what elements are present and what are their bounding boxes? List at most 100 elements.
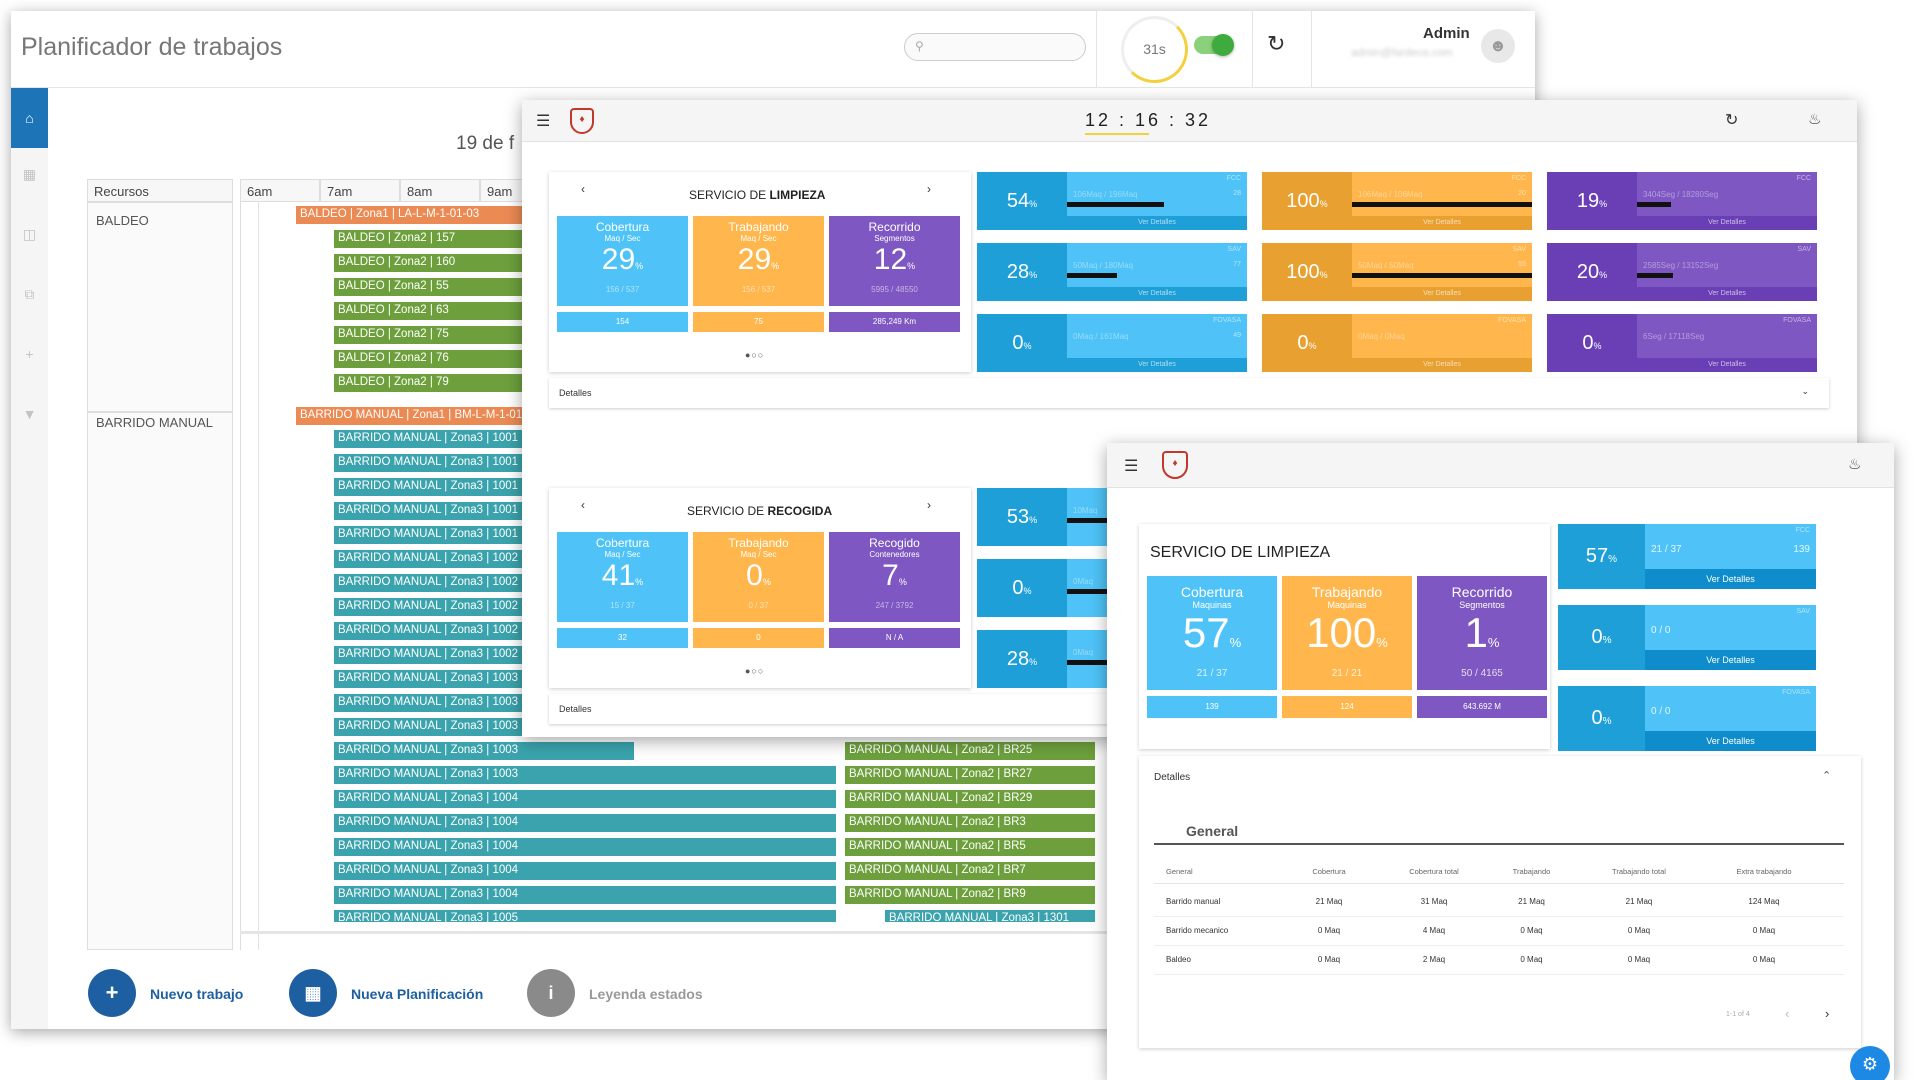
calendar-icon[interactable]: ▦ xyxy=(22,166,37,182)
kpi-progress xyxy=(1067,518,1107,523)
filter-icon[interactable]: ▼ xyxy=(22,406,37,422)
gantt-bar[interactable]: BARRIDO MANUAL | Zona2 | BR27 xyxy=(845,766,1095,784)
bell-icon[interactable]: ♨ xyxy=(1848,456,1862,473)
kpi-tile: Trabajando Maq / Sec 0% 0 / 37 xyxy=(693,532,824,622)
gantt-bar[interactable]: BARRIDO MANUAL | Zona3 | 1301 xyxy=(885,910,1095,922)
ver-detalles-button[interactable]: Ver Detalles xyxy=(1645,650,1816,670)
ver-detalles-button[interactable]: Ver Detalles xyxy=(1637,216,1817,230)
carousel-dots[interactable]: ●○○ xyxy=(745,350,765,360)
kpi-meta: 0Maq xyxy=(1073,577,1094,586)
next-icon[interactable]: › xyxy=(927,498,931,512)
table-header: Extra trabajando xyxy=(1736,867,1792,876)
nuevo-trabajo-button[interactable]: + xyxy=(88,969,136,1017)
details-bar[interactable]: Detalles ⌄ xyxy=(549,378,1829,408)
gantt-bar[interactable]: BARRIDO MANUAL | Zona3 | 1004 xyxy=(334,886,836,904)
gantt-bar[interactable]: BARRIDO MANUAL | Zona3 | 1005 xyxy=(334,910,836,922)
prev-icon[interactable]: ‹ xyxy=(581,182,585,196)
kpi-unit: % xyxy=(1608,554,1618,565)
bell-icon[interactable]: ♨ xyxy=(1808,111,1822,128)
tile-label: Trabajando xyxy=(1311,584,1383,600)
table-header: General xyxy=(1166,867,1193,876)
kpi-body: 0Maq xyxy=(1067,559,1107,617)
ver-detalles-button[interactable]: Ver Detalles xyxy=(1067,287,1247,301)
ver-detalles-button[interactable]: Ver Detalles xyxy=(1067,216,1247,230)
table-cell: 2 Maq xyxy=(1422,955,1446,964)
divider xyxy=(1154,843,1844,845)
ver-detalles-button[interactable]: Ver Detalles xyxy=(1645,731,1816,751)
calendar-icon[interactable]: ▦ xyxy=(289,969,337,1017)
plus-icon[interactable]: + xyxy=(25,346,34,362)
kpi-unit: % xyxy=(1023,586,1032,596)
gantt-bar[interactable]: BARRIDO MANUAL | Zona2 | BR5 xyxy=(845,838,1095,856)
gantt-scrollbar[interactable] xyxy=(240,931,1110,934)
kpi-unit: % xyxy=(1602,716,1612,727)
chevron-up-icon[interactable]: ⌃ xyxy=(1822,770,1832,782)
next-icon[interactable]: › xyxy=(927,182,931,196)
ver-detalles-button[interactable]: Ver Detalles xyxy=(1637,287,1817,301)
kpi-unit: % xyxy=(1599,199,1608,209)
kpi-tile: Trabajando Maq / Sec 29% 156 / 537 xyxy=(693,216,824,306)
gantt-bar[interactable]: BARRIDO MANUAL | Zona2 | BR3 xyxy=(845,814,1095,832)
settings-icon[interactable]: ⚙ xyxy=(1850,1046,1890,1080)
tile-sub: Maq / Sec xyxy=(740,234,777,243)
gantt-bar[interactable]: BARRIDO MANUAL | Zona3 | 1003 xyxy=(334,766,836,784)
tile-unit: % xyxy=(762,577,771,587)
kpi-progress xyxy=(1067,589,1107,594)
kpi-card: 0% SAV 0 / 0 Ver Detalles xyxy=(1558,605,1816,670)
tile-unit: % xyxy=(771,261,780,271)
info-icon[interactable]: i xyxy=(527,969,575,1017)
auto-refresh-toggle[interactable] xyxy=(1194,34,1234,56)
kpi-tag: FCC xyxy=(1795,527,1810,534)
copy-icon[interactable]: ⧉ xyxy=(24,286,35,302)
prev-icon[interactable]: ‹ xyxy=(581,498,585,512)
search-input[interactable]: ⚲ xyxy=(904,33,1086,61)
gantt-bar[interactable]: BARRIDO MANUAL | Zona2 | BR9 xyxy=(845,886,1095,904)
resource-cell xyxy=(87,202,233,412)
gantt-bar[interactable]: BARRIDO MANUAL | Zona2 | BR7 xyxy=(845,862,1095,880)
kpi-meta: 50Maq / 180Maq xyxy=(1073,261,1134,270)
prev-page-icon[interactable]: ‹ xyxy=(1785,1006,1790,1021)
gantt-bar[interactable]: BARRIDO MANUAL | Zona2 | BR25 xyxy=(845,742,1095,760)
kpi-tag: SAV xyxy=(1797,246,1812,253)
gantt-line xyxy=(258,202,259,950)
ver-detalles-button[interactable]: Ver Detalles xyxy=(1352,358,1532,372)
gantt-bar[interactable]: BARRIDO MANUAL | Zona3 | 1004 xyxy=(334,862,836,880)
kpi-value: 53 xyxy=(1006,506,1030,528)
nueva-planificacion-label[interactable]: Nueva Planificación xyxy=(351,986,484,1002)
kpi-unit: % xyxy=(1602,635,1612,646)
kpi-card: 100% SAV 50Maq / 50Maq 55 Ver Detalles xyxy=(1262,243,1532,301)
trash-icon[interactable]: ◫ xyxy=(22,226,37,242)
ver-detalles-button[interactable]: Ver Detalles xyxy=(1067,358,1247,372)
menu-icon[interactable]: ☰ xyxy=(536,113,551,130)
details-label[interactable]: Detalles xyxy=(1154,772,1191,783)
column-header-hour: 7am xyxy=(320,179,400,202)
refresh-icon[interactable]: ↻ xyxy=(1267,31,1286,56)
ver-detalles-button[interactable]: Ver Detalles xyxy=(1645,569,1816,589)
tile-footer: 124 xyxy=(1282,696,1412,718)
gantt-bar[interactable]: BARRIDO MANUAL | Zona3 | 1003 xyxy=(334,742,634,760)
kpi-value: 0 xyxy=(1591,707,1603,729)
ver-detalles-button[interactable]: Ver Detalles xyxy=(1637,358,1817,372)
menu-icon[interactable]: ☰ xyxy=(1124,458,1139,475)
next-page-icon[interactable]: › xyxy=(1825,1006,1830,1021)
gantt-bar[interactable]: BARRIDO MANUAL | Zona3 | 1004 xyxy=(334,790,836,808)
avatar[interactable]: ☻ xyxy=(1481,29,1515,63)
gantt-bar[interactable]: BARRIDO MANUAL | Zona3 | 1004 xyxy=(334,814,836,832)
gantt-bar[interactable]: BARRIDO MANUAL | Zona3 | 1004 xyxy=(334,838,836,856)
refresh-icon[interactable]: ↻ xyxy=(1725,112,1739,129)
home-icon[interactable]: ⌂ xyxy=(11,88,48,148)
kpi-card: 54% FCC 106Maq / 196Maq 28 Ver Detalles xyxy=(977,172,1247,230)
nuevo-trabajo-label[interactable]: Nuevo trabajo xyxy=(150,986,244,1002)
tile-unit: % xyxy=(1487,635,1500,650)
kpi-meta: 0Maq / 161Maq xyxy=(1073,332,1129,341)
kpi-meta: 106Maq / 106Maq xyxy=(1358,190,1423,199)
kpi-body: FCC 21 / 37 139 Ver Detalles xyxy=(1645,524,1816,589)
ver-detalles-button[interactable]: Ver Detalles xyxy=(1352,216,1532,230)
gantt-bar[interactable]: BARRIDO MANUAL | Zona2 | BR29 xyxy=(845,790,1095,808)
tile-fraction: 0 / 37 xyxy=(748,601,769,610)
kpi-meta: 10Maq xyxy=(1073,506,1098,515)
leyenda-estados-label[interactable]: Leyenda estados xyxy=(589,986,703,1002)
ver-detalles-button[interactable]: Ver Detalles xyxy=(1352,287,1532,301)
carousel-dots[interactable]: ●○○ xyxy=(745,666,765,676)
limpieza-card: ‹ SERVICIO DE LIMPIEZA › Cobertura Maq / … xyxy=(549,172,971,372)
